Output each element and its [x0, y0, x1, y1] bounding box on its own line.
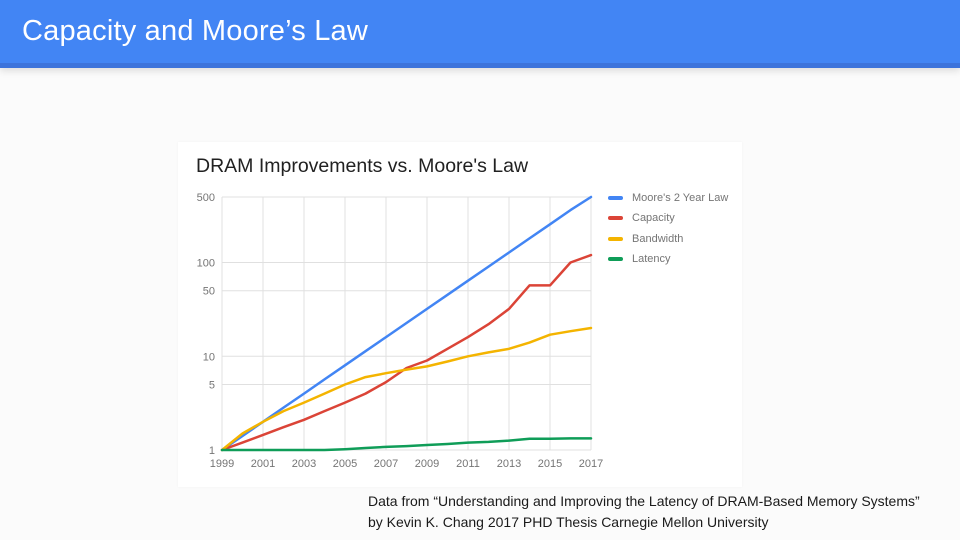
x-axis-tick-label: 2005 — [333, 458, 357, 470]
series-line-bandwidth — [220, 326, 593, 452]
legend-swatch-icon — [608, 257, 623, 261]
legend-item-bandwidth: Bandwidth — [608, 232, 728, 245]
chart-legend: Moore's 2 Year Law Capacity Bandwidth La… — [608, 191, 728, 273]
legend-label: Moore's 2 Year Law — [632, 191, 729, 204]
x-axis-tick-label: 2013 — [497, 458, 521, 470]
x-axis-tick-label: 2001 — [251, 458, 275, 470]
x-axis-tick-label: 2015 — [538, 458, 562, 470]
x-axis-tick-label: 2017 — [579, 458, 603, 470]
series-line-capacity — [220, 253, 593, 452]
legend-label: Capacity — [632, 212, 675, 224]
x-axis-tick-label: 1999 — [210, 458, 234, 470]
x-axis-tick-label: 2009 — [415, 458, 439, 470]
x-axis-tick-label: 2011 — [456, 458, 480, 470]
legend-swatch-icon — [608, 236, 623, 241]
legend-swatch-icon — [608, 216, 623, 220]
legend-label: Bandwidth — [632, 232, 684, 245]
legend-label: Latency — [632, 253, 671, 265]
series-line-moore-s-2-year-law — [220, 195, 593, 452]
legend-swatch-icon — [608, 195, 623, 200]
y-axis-tick-label: 5 — [209, 379, 215, 391]
legend-item-latency: Latency — [608, 253, 728, 266]
y-axis-tick-label: 10 — [203, 351, 215, 363]
y-axis-tick-label: 100 — [197, 258, 215, 270]
x-axis-tick-label: 2003 — [292, 458, 316, 470]
chart-canvas: 1999 2001 2003 2005 2007 2009 2011 2013 2015 2017… — [197, 192, 604, 470]
slide-title: Capacity and Moore’s Law — [22, 15, 369, 47]
y-axis-tick-label: 500 — [197, 192, 215, 204]
slide-title-bar: Capacity and Moore’s Law — [0, 0, 960, 68]
chart-title: DRAM Improvements vs. Moore's Law — [196, 155, 529, 177]
series-line-latency — [220, 437, 593, 452]
legend-item-moores-law: Moore's 2 Year Law — [608, 191, 728, 204]
data-source-caption: Data from “Understanding and Improving t… — [368, 491, 958, 533]
x-axis-tick-label: 2007 — [374, 458, 398, 470]
y-axis-tick-label: 1 — [209, 445, 215, 457]
chart-card: 1999 2001 2003 2005 2007 2009 2011 2013 2015 2017… — [178, 142, 742, 487]
data-source-line-2: by Kevin K. Chang 2017 PHD Thesis Carneg… — [368, 514, 769, 530]
y-axis-tick-label: 50 — [203, 286, 215, 298]
legend-item-capacity: Capacity — [608, 212, 728, 225]
data-source-line-1: Data from “Understanding and Improving t… — [368, 493, 920, 509]
